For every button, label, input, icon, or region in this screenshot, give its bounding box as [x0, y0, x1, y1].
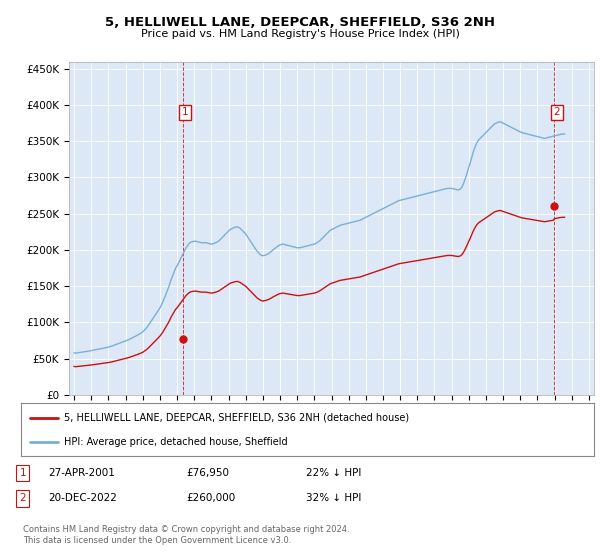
Text: 27-APR-2001: 27-APR-2001 — [48, 468, 115, 478]
Text: £260,000: £260,000 — [186, 493, 235, 503]
Text: 5, HELLIWELL LANE, DEEPCAR, SHEFFIELD, S36 2NH: 5, HELLIWELL LANE, DEEPCAR, SHEFFIELD, S… — [105, 16, 495, 29]
Text: Contains HM Land Registry data © Crown copyright and database right 2024.
This d: Contains HM Land Registry data © Crown c… — [23, 525, 349, 545]
Text: 20-DEC-2022: 20-DEC-2022 — [48, 493, 117, 503]
Text: 5, HELLIWELL LANE, DEEPCAR, SHEFFIELD, S36 2NH (detached house): 5, HELLIWELL LANE, DEEPCAR, SHEFFIELD, S… — [64, 413, 409, 423]
Text: HPI: Average price, detached house, Sheffield: HPI: Average price, detached house, Shef… — [64, 437, 287, 447]
Text: 22% ↓ HPI: 22% ↓ HPI — [306, 468, 361, 478]
Text: 2: 2 — [553, 108, 560, 117]
Text: 32% ↓ HPI: 32% ↓ HPI — [306, 493, 361, 503]
Text: 1: 1 — [182, 108, 188, 117]
Text: 2: 2 — [19, 493, 26, 503]
Text: Price paid vs. HM Land Registry's House Price Index (HPI): Price paid vs. HM Land Registry's House … — [140, 29, 460, 39]
Text: £76,950: £76,950 — [186, 468, 229, 478]
Text: 1: 1 — [19, 468, 26, 478]
